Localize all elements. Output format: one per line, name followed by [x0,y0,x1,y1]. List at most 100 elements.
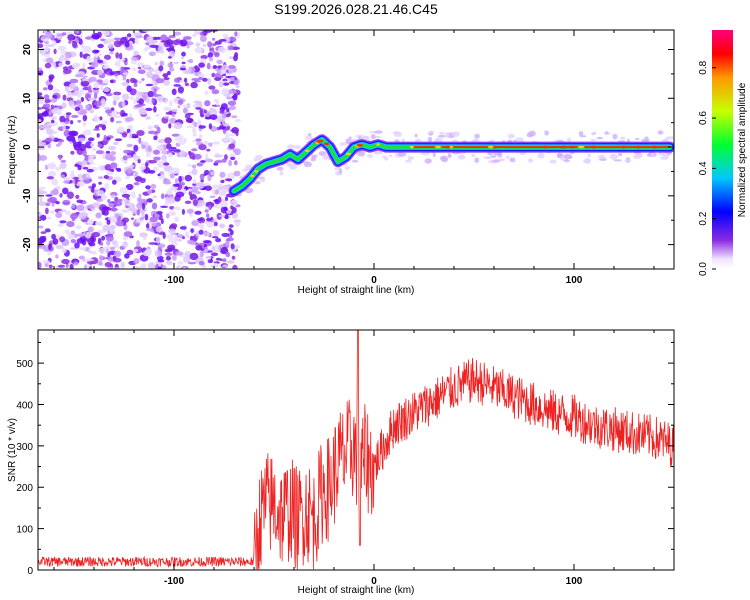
noise-blob [198,62,206,68]
noise-blob [76,199,83,204]
noise-blob [113,40,122,48]
noise-blob [233,219,241,224]
noise-blob [105,109,113,114]
noise-blob [374,130,383,134]
noise-blob [100,38,105,42]
noise-blob [138,80,142,84]
x-tick-label: -100 [164,576,184,587]
noise-blob [187,164,192,167]
noise-blob [192,127,197,134]
noise-blob [82,62,86,70]
noise-blob [150,183,157,190]
noise-blob [130,59,137,65]
noise-blob [227,100,237,106]
noise-blob [88,178,93,183]
noise-blob [200,55,208,60]
noise-blob [61,247,67,254]
noise-blob [50,98,58,103]
noise-blob [195,107,202,110]
noise-blob [156,255,164,261]
noise-blob [145,83,154,87]
noise-blob [190,81,198,89]
noise-blob [183,107,188,114]
noise-blob [78,255,85,260]
noise-blob [81,159,87,166]
ridge-hotspot [254,170,259,173]
noise-blob [218,39,227,42]
noise-blob [116,127,125,133]
noise-blob [148,130,156,135]
noise-blob [198,134,203,140]
noise-blob [219,258,223,262]
noise-blob [44,94,50,100]
noise-blob [187,67,191,74]
noise-blob [184,200,192,204]
y-tick-label: 20 [22,44,33,56]
noise-blob [498,158,506,162]
noise-blob [74,242,80,249]
noise-blob [82,114,88,122]
noise-blob [222,123,230,127]
chart-title: S199.2026.028.21.46.C45 [274,1,438,17]
noise-blob [447,153,452,159]
noise-blob [97,59,104,64]
noise-blob [527,158,534,163]
noise-blob [52,88,61,93]
noise-blob [165,255,171,261]
noise-blob [57,45,67,52]
noise-blob [119,36,128,45]
noise-blob [91,183,96,189]
noise-blob [605,131,609,135]
noise-blob [38,119,42,123]
noise-blob [167,56,172,59]
noise-blob [228,133,235,137]
y-tick-label: 400 [16,400,33,411]
noise-blob [108,145,117,151]
noise-blob [60,174,65,179]
noise-blob [136,202,143,210]
noise-blob [147,189,153,195]
noise-blob [145,228,154,232]
noise-blob [177,99,184,105]
noise-blob [339,168,342,175]
noise-blob [177,238,183,242]
noise-blob [91,231,101,238]
noise-blob [153,135,158,141]
noise-blob [233,170,241,177]
noise-blob [641,139,650,142]
colorbar-tick-label: 0.2 [698,211,709,225]
noise-blob [228,143,235,149]
noise-blob [151,222,157,227]
noise-blob [444,132,450,138]
noise-blob [193,30,198,35]
noise-blob [158,65,164,72]
noise-blob [225,196,228,201]
noise-blob [596,136,603,140]
noise-blob [138,193,142,201]
ridge-hotspot [376,143,380,146]
noise-blob [41,35,47,39]
noise-blob [230,156,236,161]
noise-blob [212,184,219,189]
noise-blob [170,223,178,229]
noise-blob [79,143,87,152]
noise-blob [184,113,191,119]
noise-blob [218,214,227,218]
noise-blob [199,251,204,258]
noise-blob [38,107,43,110]
noise-blob [123,149,132,154]
noise-blob [204,100,211,107]
noise-blob [222,82,230,86]
noise-blob [55,254,59,259]
noise-blob [66,191,74,199]
noise-blob [613,159,622,162]
noise-blob [206,62,211,70]
noise-blob [44,40,50,44]
noise-blob [228,65,236,69]
noise-blob [115,219,125,227]
noise-blob [157,173,161,177]
noise-blob [432,152,436,157]
noise-blob [151,210,157,214]
noise-blob [227,89,237,94]
noise-blob [227,45,234,50]
